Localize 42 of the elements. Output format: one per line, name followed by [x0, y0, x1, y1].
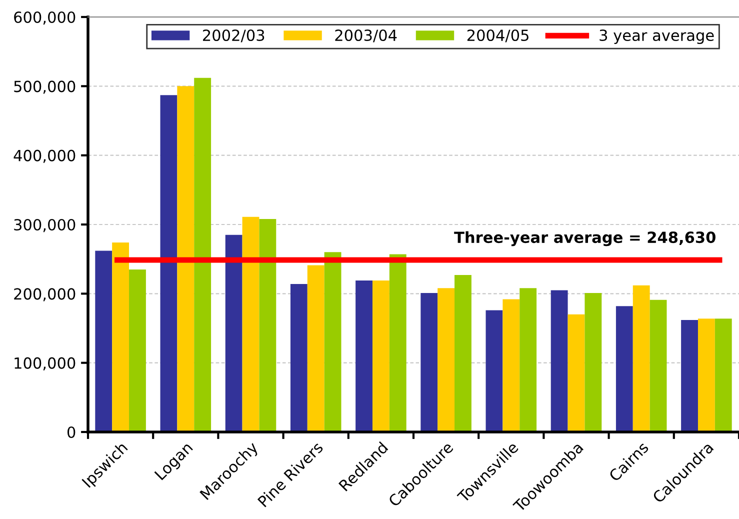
bar: [259, 218, 276, 432]
bar: [324, 252, 342, 432]
bar: [502, 299, 520, 432]
legend-label: 2003/04: [335, 29, 397, 42]
annotation: Three-year average = 248,630: [454, 231, 716, 246]
bar: [95, 250, 112, 432]
bar: [584, 292, 602, 432]
bar: [520, 288, 537, 432]
bar: [568, 314, 585, 432]
bar: [486, 310, 503, 432]
y-tick-label: 0: [67, 426, 76, 438]
y-tick-label: 200,000: [14, 288, 76, 302]
y-tick-label: 100,000: [14, 357, 76, 370]
y-tick-label: 600,000: [14, 11, 76, 25]
y-tick-label: 400,000: [14, 150, 76, 163]
bar: [225, 234, 242, 432]
bar: [420, 292, 438, 432]
bar: [356, 280, 372, 432]
legend-label: 2002/03: [202, 29, 264, 42]
bar: [307, 265, 324, 432]
bar: [389, 254, 406, 432]
y-tick-label: 300,000: [14, 218, 76, 232]
bar: [177, 86, 194, 432]
bar: [129, 269, 146, 432]
bar: [650, 300, 667, 432]
bar: [616, 306, 633, 432]
bar: [632, 285, 650, 432]
bar: [242, 216, 260, 432]
legend-label: 3 year average: [600, 29, 714, 44]
bar: [112, 242, 130, 432]
legend-label: 2004/05: [467, 29, 528, 42]
bar: [194, 78, 212, 432]
bar: [698, 318, 715, 432]
bar: [160, 95, 178, 432]
bar: [438, 288, 455, 432]
bar: [454, 274, 472, 432]
bar: [372, 280, 390, 432]
bar: [681, 320, 698, 432]
bar: [714, 318, 732, 432]
bar: [550, 290, 568, 432]
y-tick-label: 500,000: [14, 80, 76, 94]
bar: [290, 284, 308, 432]
